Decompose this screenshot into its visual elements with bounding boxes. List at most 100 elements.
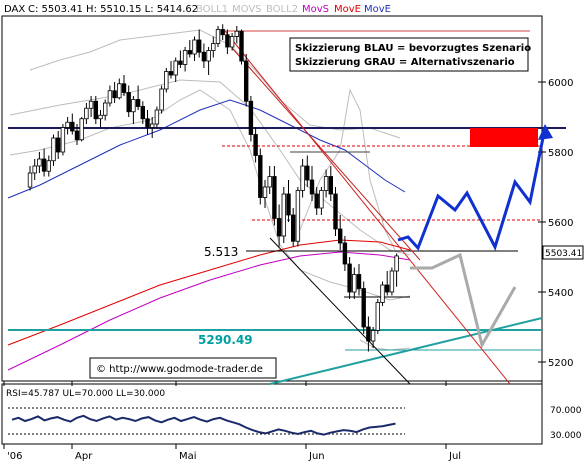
- indicator-boll2: BOLL2: [266, 4, 298, 15]
- bollinger-recent-upper-line: [299, 88, 396, 251]
- scenario-legend-box: [289, 37, 529, 72]
- candle-body: [164, 71, 169, 90]
- candle-body: [131, 99, 136, 113]
- candle-body: [239, 30, 244, 62]
- candle-body: [88, 100, 94, 109]
- candle-body: [225, 34, 230, 48]
- sma-magenta-line: [7, 251, 411, 371]
- rsi-label: RSI=45.787 UL=70.000 LL=30.000: [6, 389, 165, 399]
- candle-body: [159, 88, 164, 111]
- ema-blue-line: [7, 99, 406, 199]
- rising-trendline: [269, 317, 543, 385]
- candle-body: [286, 193, 291, 216]
- candle-body: [154, 109, 160, 125]
- preferred-scenario-path: [397, 127, 547, 251]
- candle-body: [243, 60, 249, 102]
- candle-body: [192, 39, 197, 55]
- candle-body: [211, 43, 216, 51]
- candle-body: [149, 123, 155, 128]
- rsi-tick-70: 70.000: [550, 406, 582, 416]
- rsi-tick-30: 30.000: [550, 431, 582, 441]
- candle-body: [323, 176, 329, 191]
- candle-body: [337, 228, 343, 244]
- candle-body: [380, 284, 385, 303]
- bollinger-recent-lower-line: [359, 339, 411, 351]
- candle-body: [215, 29, 221, 44]
- candle-body: [201, 51, 207, 62]
- candle-body: [234, 30, 239, 37]
- candle-body: [333, 193, 338, 230]
- candle-body: [41, 158, 47, 172]
- candle-body: [262, 186, 268, 198]
- time-axis: '06 Apr Mai Jun Jul: [3, 381, 461, 462]
- candle-body: [126, 92, 131, 113]
- candle-body: [56, 137, 61, 153]
- candle-body: [300, 165, 305, 191]
- candle-body: [361, 288, 366, 328]
- candle-body: [112, 90, 117, 99]
- candle-body: [145, 118, 150, 128]
- header-quote: C: 5503.41 H: 5510.15 L: 5414.62: [28, 4, 198, 15]
- preferred-scenario-arrowhead: [538, 124, 553, 140]
- target-zone: [470, 128, 538, 147]
- indicator-boll1: BOLL1: [196, 4, 228, 15]
- candle-body: [389, 270, 395, 293]
- rsi-series: [8, 407, 405, 436]
- time-tick-label: Apr: [75, 451, 93, 462]
- header-symbol: DAX: [4, 4, 25, 15]
- time-tick-label: Jul: [448, 451, 461, 462]
- candle-body: [168, 71, 174, 76]
- candle-body: [272, 176, 277, 219]
- candle-body: [74, 130, 80, 141]
- last-price-value: 5503.41: [545, 249, 582, 259]
- candle-body: [347, 263, 352, 293]
- scenario-sketches: [397, 124, 553, 350]
- candle-body: [220, 29, 225, 36]
- candle-body: [328, 176, 333, 195]
- candle-body: [121, 83, 127, 93]
- candle-body: [253, 134, 258, 156]
- price-axis: 5200 5400 5600 5800 6000: [538, 78, 573, 369]
- candle-body: [276, 218, 282, 237]
- candle-body: [37, 158, 42, 167]
- indicator-movs-magenta: MovS: [302, 4, 329, 15]
- candle-body: [70, 121, 75, 132]
- candle-body: [84, 107, 89, 120]
- price-tick-label: 6000: [548, 78, 573, 89]
- candle-body: [93, 100, 98, 120]
- chart-header: DAX C: 5503.41 H: 5510.15 L: 5414.62 BOL…: [4, 4, 391, 15]
- candle-body: [27, 172, 33, 188]
- falling-trendline-red-inner: [231, 47, 421, 261]
- price-tick-label: 5600: [548, 218, 573, 229]
- candle-body: [366, 326, 371, 342]
- candle-body: [267, 176, 272, 188]
- candle-body: [290, 214, 296, 242]
- candle-body: [309, 179, 315, 195]
- ema-red-line: [7, 239, 411, 346]
- candle-body: [206, 50, 211, 62]
- indicator-move-red: MovE: [334, 4, 361, 15]
- rsi-line: [11, 414, 396, 436]
- copyright-text: © http://www.godmode-trader.de: [96, 364, 263, 375]
- legend-grey-text: Skizzierung GRAU = Alternativszenario: [295, 57, 515, 68]
- last-price-tag: [542, 245, 584, 260]
- falling-trendline-red: [224, 30, 511, 385]
- candle-body: [384, 284, 390, 293]
- candle-body: [32, 165, 37, 174]
- time-tick-label: Jun: [308, 451, 325, 462]
- copyright-box: [89, 357, 277, 379]
- candle-body: [178, 60, 183, 65]
- indicator-movs: MOVS: [232, 4, 262, 15]
- candlestick-series: [27, 24, 399, 352]
- alternative-scenario-path: [410, 252, 517, 350]
- indicator-lines: [7, 29, 411, 371]
- candle-body: [258, 155, 263, 198]
- candle-body: [98, 114, 103, 120]
- candle-body: [173, 60, 178, 76]
- falling-trendline-black: [269, 237, 411, 385]
- price-tick-label: 5200: [548, 358, 573, 369]
- bollinger-lower-line: [9, 89, 411, 301]
- candle-body: [394, 255, 399, 272]
